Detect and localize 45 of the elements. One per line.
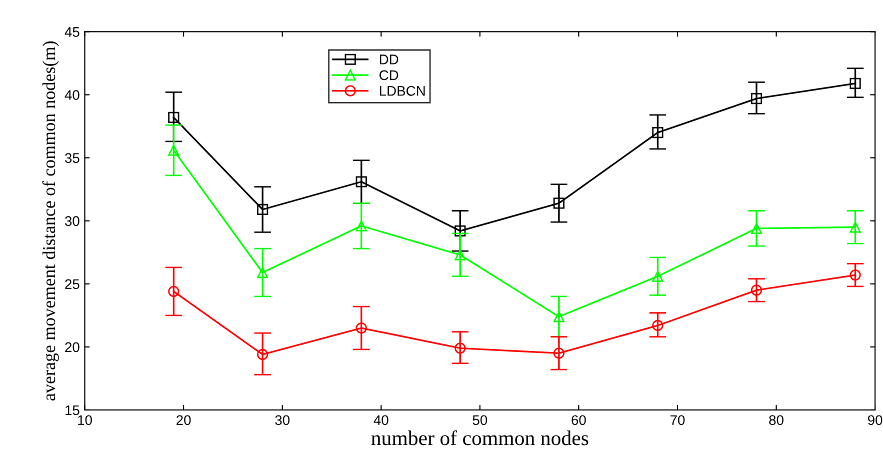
y-tick-label: 35: [64, 153, 80, 163]
x-tick-label: 40: [374, 415, 388, 426]
point: [750, 284, 762, 296]
point: [454, 225, 466, 236]
x-tick-label: 80: [769, 415, 784, 426]
y-tick-label: 20: [65, 342, 80, 352]
point: [257, 348, 268, 360]
legend-label: LDBCN: [380, 86, 425, 96]
y-tick-label: 15: [66, 405, 80, 416]
point: [257, 266, 268, 278]
point: [850, 270, 861, 281]
legend-label: DD: [380, 54, 398, 64]
x-tick-label: 60: [572, 415, 586, 426]
y-tick-label: 40: [64, 90, 80, 100]
x-tick-label: 50: [472, 415, 488, 426]
x-tick-label: 90: [868, 415, 882, 426]
point: [750, 222, 762, 234]
y-tick-label: 45: [64, 27, 80, 37]
x-axis-title: number of common nodes: [371, 430, 588, 446]
x-tick-label: 30: [275, 415, 290, 426]
x-tick-label: 10: [78, 415, 92, 426]
point: [553, 348, 564, 359]
point: [652, 127, 664, 138]
point: [553, 311, 564, 322]
point: [553, 198, 564, 209]
x-tick-label: 70: [670, 415, 685, 426]
point: [454, 342, 466, 354]
point: [356, 176, 367, 188]
legend-label: CD: [380, 70, 398, 80]
point: [168, 286, 180, 297]
point: [652, 270, 664, 282]
point: [750, 92, 762, 104]
point: [257, 204, 268, 216]
x-tick-label: 20: [176, 415, 191, 426]
point: [850, 78, 861, 89]
point: [356, 220, 367, 232]
point: [652, 320, 664, 332]
point: [168, 112, 180, 124]
y-tick-label: 30: [64, 216, 80, 226]
point: [850, 222, 861, 233]
point: [454, 249, 466, 260]
point: [168, 144, 180, 156]
point: [356, 322, 367, 334]
y-tick-label: 25: [65, 279, 80, 290]
y-axis-title: average movement distance of common nodes(m): [42, 41, 59, 400]
